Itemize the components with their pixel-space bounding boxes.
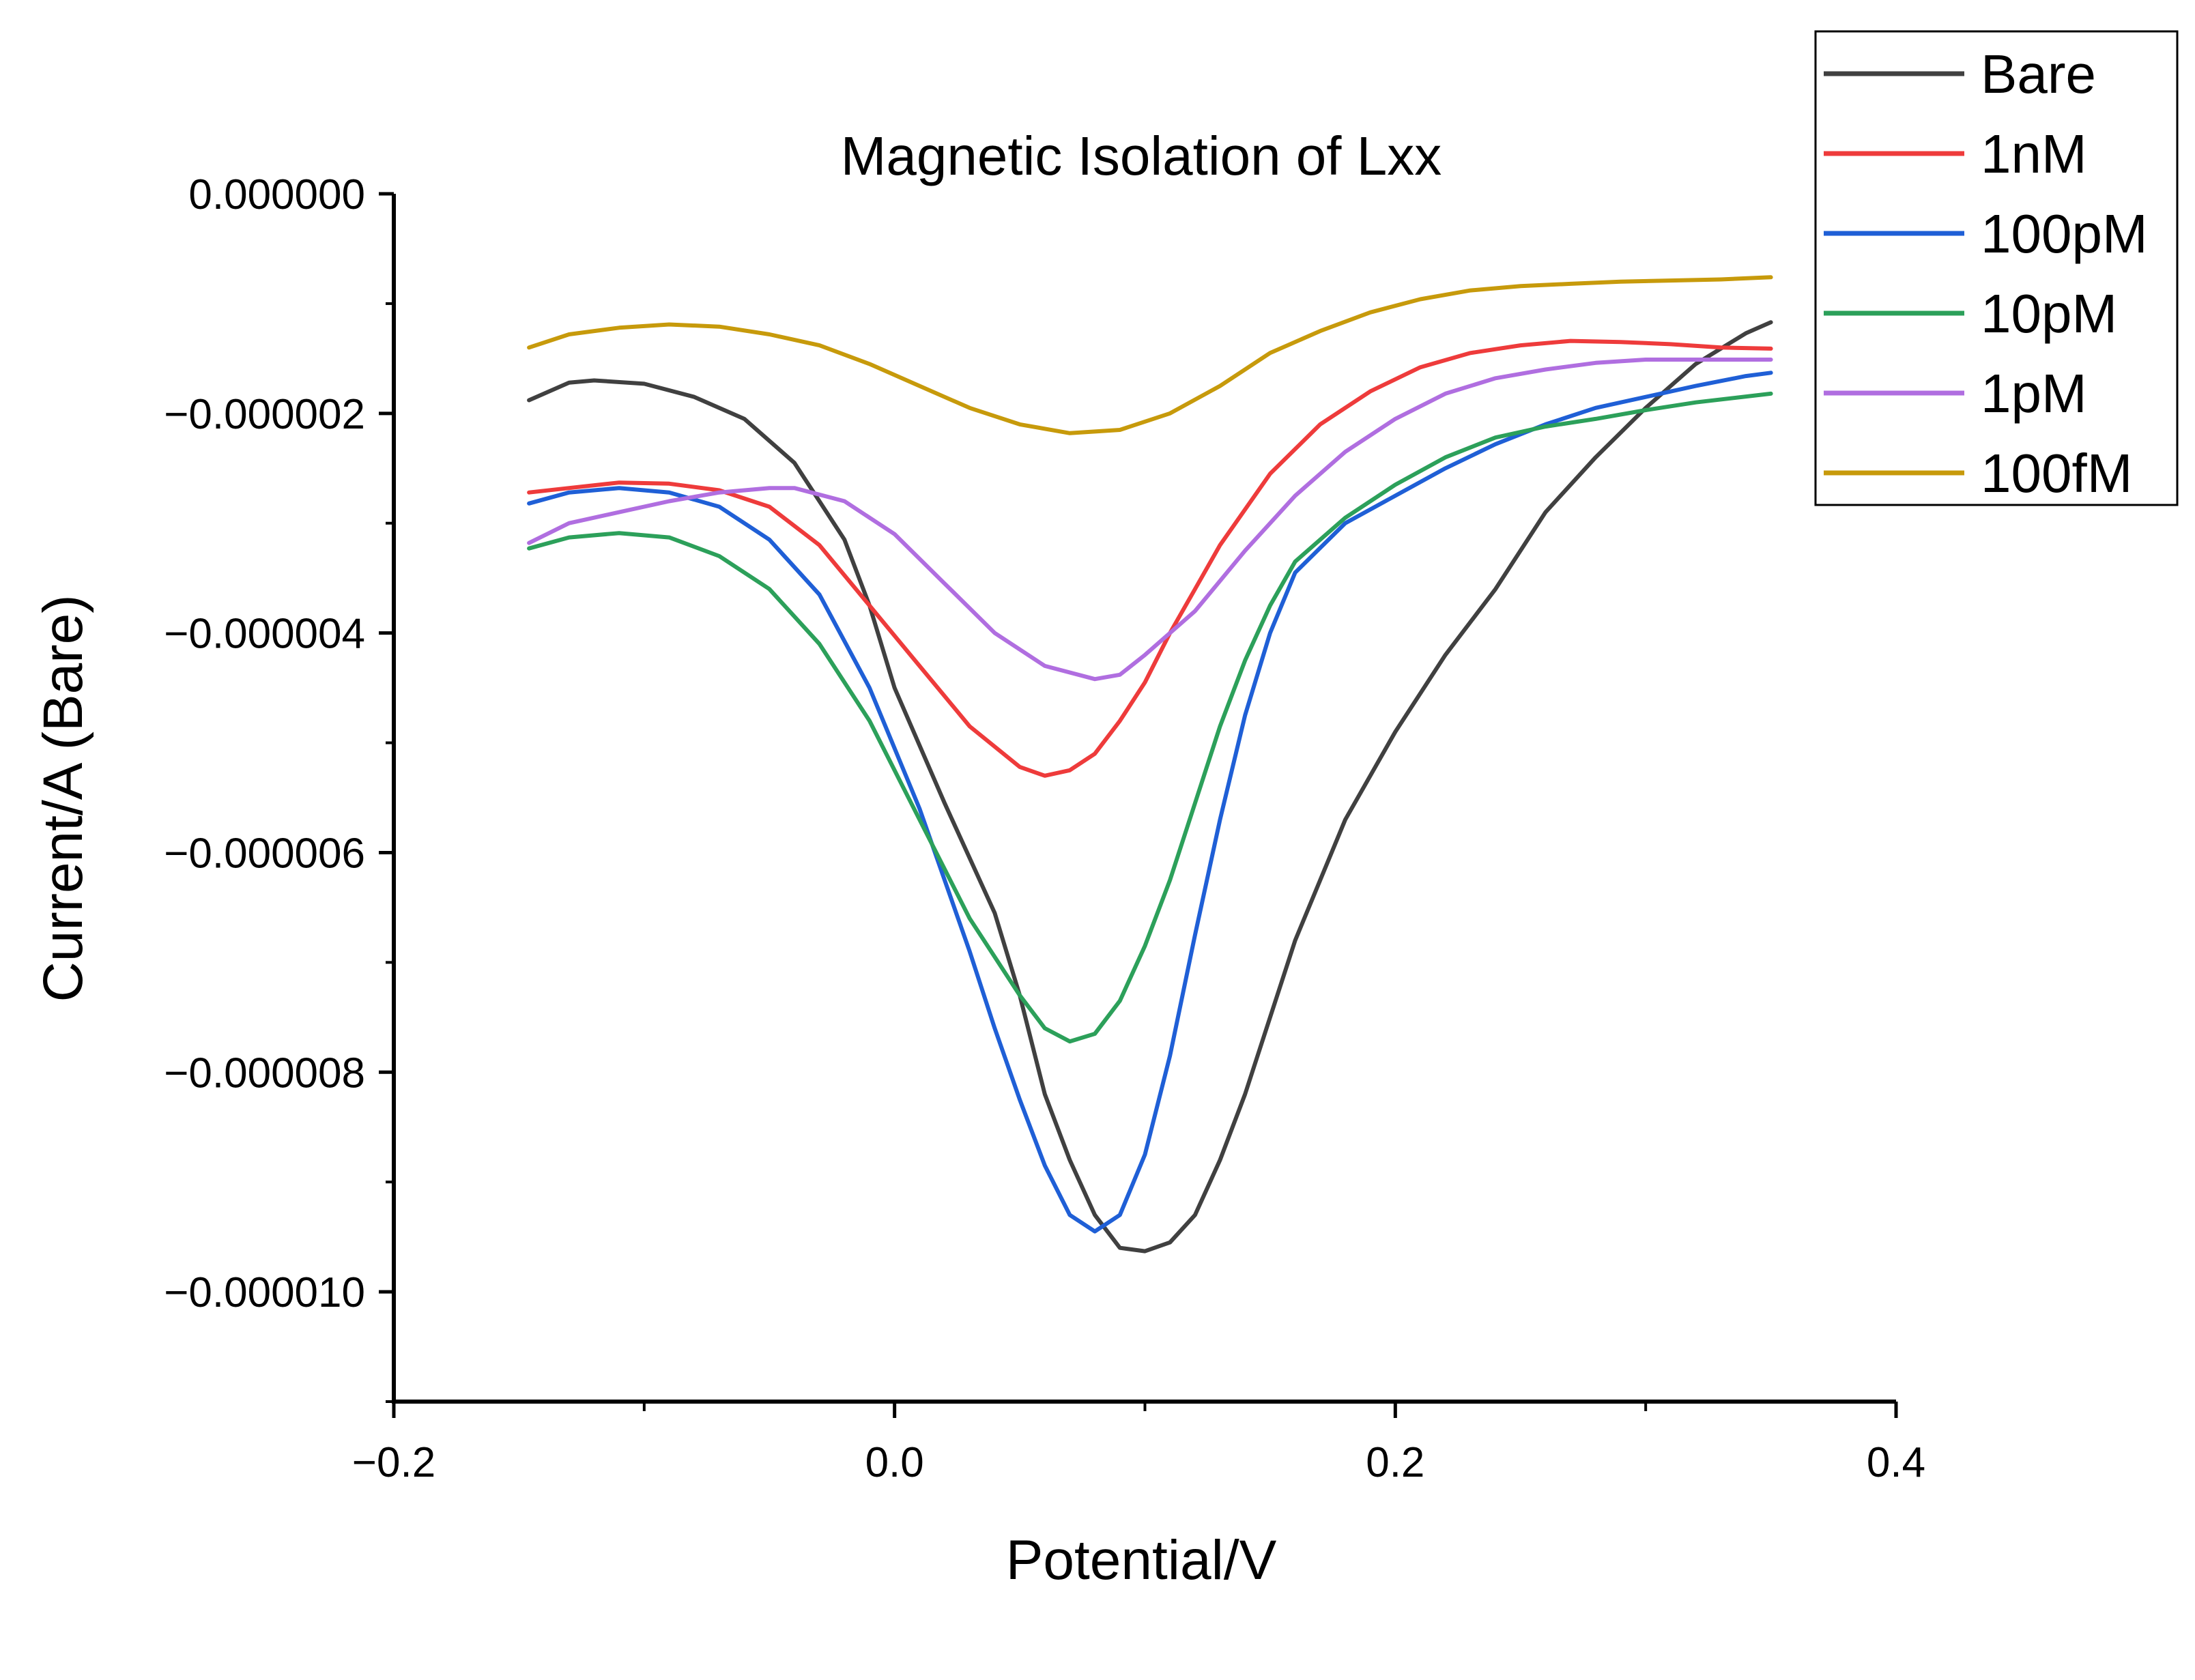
- series-line-10pM: [527, 391, 1773, 1044]
- legend: Bare 1nM 100pM 10pM 1pM 100fM: [1814, 30, 2179, 506]
- y-tick-label: −0.000008: [164, 1049, 365, 1097]
- y-tick-label: 0.000000: [188, 171, 365, 218]
- series-line-Bare: [527, 320, 1773, 1254]
- x-tick-label: 0.2: [1366, 1439, 1424, 1486]
- y-tick-label: −0.000002: [164, 391, 365, 438]
- series-line-1pM: [527, 358, 1773, 682]
- x-tick-label: −0.2: [352, 1439, 435, 1486]
- legend-label: 10pM: [1981, 283, 2117, 344]
- plot-series: [527, 275, 1773, 1254]
- x-ticks: −0.2 0.0 0.2 0.4: [352, 1402, 1925, 1486]
- x-tick-label: 0.0: [865, 1439, 924, 1486]
- y-axis-label: Current/A (Bare): [32, 595, 94, 1002]
- y-ticks: 0.000000 −0.000002 −0.000004 −0.000006 −0.00…: [164, 171, 394, 1403]
- series-line-100pM: [527, 371, 1773, 1234]
- series-line-100fM: [527, 275, 1773, 435]
- chart-title: Magnetic Isolation of Lxx: [841, 126, 1441, 186]
- x-tick-label: 0.4: [1867, 1439, 1925, 1486]
- legend-label: 1pM: [1981, 363, 2087, 424]
- legend-label: 1nM: [1981, 124, 2087, 184]
- series-line-1nM: [527, 338, 1773, 778]
- x-axis-label: Potential/V: [1006, 1529, 1277, 1591]
- y-tick-label: −0.000004: [164, 611, 365, 658]
- legend-label: 100pM: [1981, 203, 2148, 264]
- legend-label: 100fM: [1981, 443, 2132, 504]
- legend-label: Bare: [1981, 44, 2096, 104]
- axes: [392, 194, 1896, 1404]
- y-tick-label: −0.000006: [164, 830, 365, 877]
- legend-box: [1814, 30, 2179, 506]
- y-tick-label: −0.000010: [164, 1269, 365, 1316]
